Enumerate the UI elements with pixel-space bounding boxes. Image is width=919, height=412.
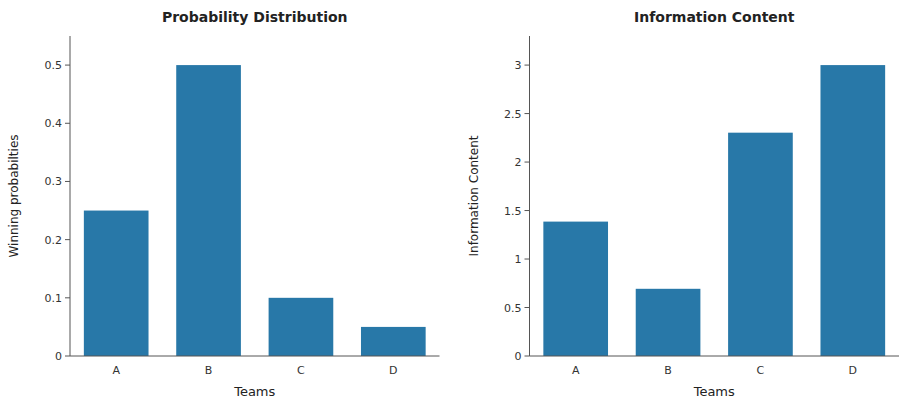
- y-tick-label: 2: [515, 156, 522, 169]
- y-tick: [525, 162, 530, 163]
- y-tick: [65, 239, 70, 240]
- x-tick-label: A: [572, 364, 580, 377]
- bars: [543, 65, 885, 356]
- y-tick: [525, 307, 530, 308]
- y-tick: [525, 210, 530, 211]
- y-tick: [65, 356, 70, 357]
- y-tick: [65, 65, 70, 66]
- bar: [820, 65, 885, 356]
- bar: [269, 298, 334, 356]
- x-tick-label: D: [849, 364, 857, 377]
- x-tick-label: B: [205, 364, 213, 377]
- y-axis-label: Winning probabilties: [7, 134, 21, 257]
- bar: [543, 222, 608, 356]
- y-tick-label: 0.5: [504, 302, 522, 315]
- x-tick-label: C: [757, 364, 765, 377]
- y-tick: [525, 65, 530, 66]
- y-tick-label: 0: [55, 350, 62, 363]
- y-tick: [65, 123, 70, 124]
- y-tick: [525, 259, 530, 260]
- y-tick-label: 0.1: [45, 292, 63, 305]
- y-axis-line: [529, 36, 530, 356]
- panel: 0 0.5 1 1.5 2 2.5 3 A B C D Information Content Team…: [467, 9, 900, 399]
- x-tick-label: A: [112, 364, 120, 377]
- chart-title: Probability Distribution: [162, 9, 348, 25]
- y-axis-line: [70, 36, 71, 356]
- panel: 0 0.1 0.2 0.3 0.4 0.5 A B C D Probability Distribu…: [7, 9, 440, 399]
- y-tick: [65, 297, 70, 298]
- chart-container: 0 0.1 0.2 0.3 0.4 0.5 A B C D Probability Distribu…: [0, 0, 919, 412]
- bar: [636, 289, 701, 356]
- y-tick-label: 0: [515, 350, 522, 363]
- chart-svg: 0 0.1 0.2 0.3 0.4 0.5 A B C D Probability Distribu…: [0, 0, 919, 412]
- y-tick: [525, 113, 530, 114]
- x-axis-line: [70, 356, 440, 357]
- x-tick-label: B: [664, 364, 672, 377]
- bar: [176, 65, 241, 356]
- y-tick-label: 0.5: [45, 59, 63, 72]
- y-tick-label: 3: [515, 59, 522, 72]
- y-tick: [525, 356, 530, 357]
- y-tick-label: 1.5: [504, 205, 522, 218]
- y-tick-label: 0.2: [45, 234, 63, 247]
- y-tick: [65, 181, 70, 182]
- y-tick-label: 0.4: [45, 117, 63, 130]
- x-tick-label: D: [389, 364, 397, 377]
- bars: [84, 65, 426, 356]
- bar: [728, 133, 793, 356]
- chart-title: Information Content: [634, 9, 795, 25]
- x-axis-label: Teams: [693, 384, 735, 399]
- y-tick-label: 1: [515, 253, 522, 266]
- y-tick-label: 0.3: [45, 175, 63, 188]
- y-tick-label: 2.5: [504, 108, 522, 121]
- bar: [84, 211, 149, 356]
- x-tick-label: C: [297, 364, 305, 377]
- bar: [361, 327, 426, 356]
- y-axis-label: Information Content: [467, 135, 481, 256]
- x-axis-label: Teams: [233, 384, 275, 399]
- x-axis-line: [530, 356, 900, 357]
